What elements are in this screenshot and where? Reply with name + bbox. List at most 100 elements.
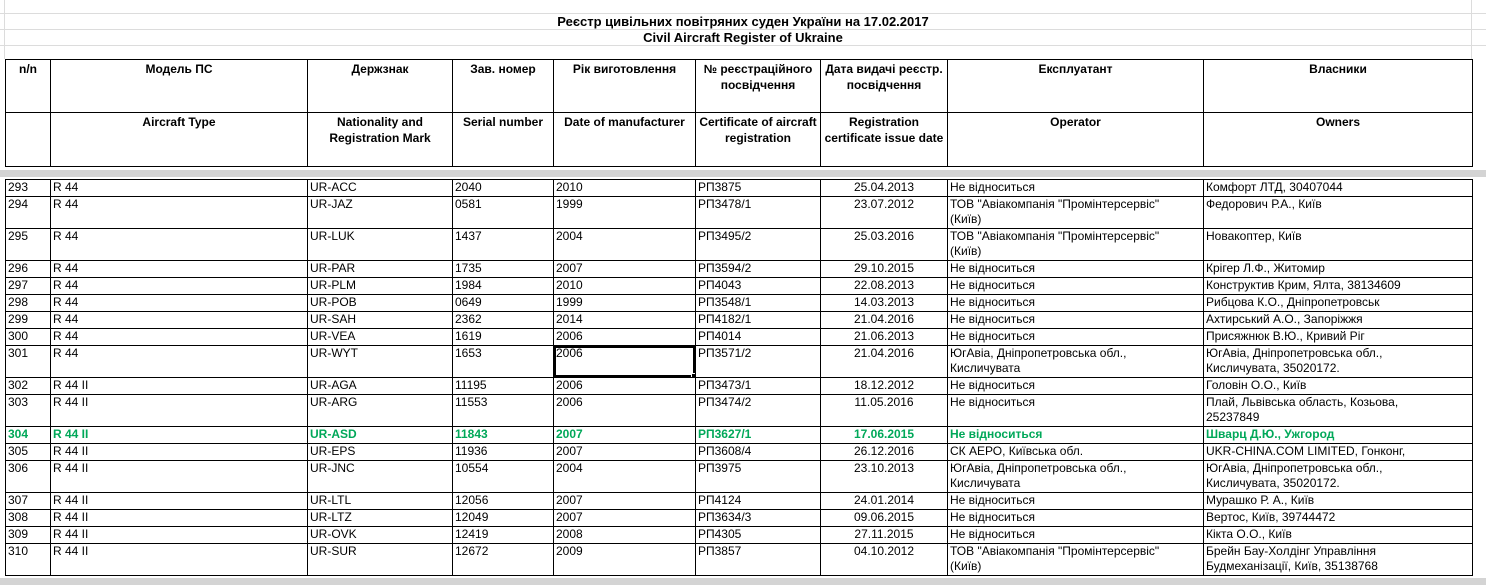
cell-date[interactable]: 22.08.2013 — [820, 277, 948, 295]
cell-operator[interactable]: Не відноситься — [947, 394, 1204, 427]
cell-operator[interactable]: Не відноситься — [947, 509, 1204, 527]
cell-model[interactable]: R 44 — [50, 294, 308, 312]
cell-operator[interactable]: ЮгАвіа, Дніпропетровська обл., Кисличува… — [947, 345, 1204, 378]
cell-owner[interactable]: UKR-CHINA.COM LIMITED, Гонконг, — [1203, 443, 1473, 461]
cell-operator[interactable]: Не відноситься — [947, 526, 1204, 544]
cell-year[interactable]: 2010 — [553, 277, 696, 295]
cell-mark[interactable]: UR-PLM — [307, 277, 453, 295]
cell-model[interactable]: R 44 II — [50, 426, 308, 444]
cell-year[interactable]: 2006 — [553, 328, 696, 346]
cell-num[interactable]: 305 — [5, 443, 51, 461]
cell-serial[interactable]: 11843 — [452, 426, 554, 444]
cell-date[interactable]: 27.11.2015 — [820, 526, 948, 544]
cell-operator[interactable]: ТОВ "Авіакомпанія "Промінтерсервіс" (Киї… — [947, 228, 1204, 261]
col-header-cert-uk[interactable]: № реєстраційного посвідчення — [695, 59, 821, 113]
cell-year[interactable]: 2007 — [553, 443, 696, 461]
cell-date[interactable]: 26.12.2016 — [820, 443, 948, 461]
cell-owner[interactable]: Комфорт ЛТД, 30407044 — [1203, 179, 1473, 197]
cell-operator[interactable]: Не відноситься — [947, 492, 1204, 510]
cell-serial[interactable]: 12419 — [452, 526, 554, 544]
cell-model[interactable]: R 44 II — [50, 460, 308, 493]
cell-cert[interactable]: РП4014 — [695, 328, 821, 346]
cell-owner[interactable]: ЮгАвіа, Дніпропетровська обл., Кисличува… — [1203, 345, 1473, 378]
cell-serial[interactable]: 12056 — [452, 492, 554, 510]
col-header-model-uk[interactable]: Модель ПС — [50, 59, 308, 113]
cell-year[interactable]: 2014 — [553, 311, 696, 329]
cell-num[interactable]: 297 — [5, 277, 51, 295]
cell-owner[interactable]: Крігер Л.Ф., Житомир — [1203, 260, 1473, 278]
cell-serial[interactable]: 1619 — [452, 328, 554, 346]
cell-mark[interactable]: UR-LUK — [307, 228, 453, 261]
cell-year[interactable]: 2004 — [553, 228, 696, 261]
cell-operator[interactable]: Не відноситься — [947, 426, 1204, 444]
cell-year[interactable]: 2010 — [553, 179, 696, 197]
cell-num[interactable]: 302 — [5, 377, 51, 395]
cell-operator[interactable]: Не відноситься — [947, 277, 1204, 295]
cell-operator[interactable]: СК АЕРО, Київська обл. — [947, 443, 1204, 461]
cell-year[interactable]: 2006 — [553, 377, 696, 395]
cell-year[interactable]: 2007 — [553, 492, 696, 510]
cell-owner[interactable]: ЮгАвіа, Дніпропетровська обл., Кисличува… — [1203, 460, 1473, 493]
cell-cert[interactable]: РП3473/1 — [695, 377, 821, 395]
cell-year[interactable]: 1999 — [553, 294, 696, 312]
cell-date[interactable]: 25.03.2016 — [820, 228, 948, 261]
cell-owner[interactable]: Плай, Львівська область, Козьова, 252378… — [1203, 394, 1473, 427]
cell-operator[interactable]: Не відноситься — [947, 294, 1204, 312]
cell-date[interactable]: 25.04.2013 — [820, 179, 948, 197]
cell-owner[interactable]: Брейн Бау-Холдінг Управління Будмеханіза… — [1203, 543, 1473, 576]
cell-model[interactable]: R 44 II — [50, 492, 308, 510]
cell-num[interactable]: 306 — [5, 460, 51, 493]
cell-year[interactable]: 2006 — [553, 394, 696, 427]
cell-date[interactable]: 21.04.2016 — [820, 311, 948, 329]
cell-model[interactable]: R 44 — [50, 311, 308, 329]
cell-owner[interactable]: Федорович Р.А., Київ — [1203, 196, 1473, 229]
cell-date[interactable]: 09.06.2015 — [820, 509, 948, 527]
cell-cert[interactable]: РП3571/2 — [695, 345, 821, 378]
cell-operator[interactable]: ТОВ "Авіакомпанія "Промінтерсервіс" (Киї… — [947, 543, 1204, 576]
cell-cert[interactable]: РП3548/1 — [695, 294, 821, 312]
cell-num[interactable]: 303 — [5, 394, 51, 427]
cell-serial[interactable]: 12049 — [452, 509, 554, 527]
cell-owner[interactable]: Головін О.О., Київ — [1203, 377, 1473, 395]
cell-model[interactable]: R 44 — [50, 345, 308, 378]
cell-mark[interactable]: UR-ACC — [307, 179, 453, 197]
cell-cert[interactable]: РП4182/1 — [695, 311, 821, 329]
cell-cert[interactable]: РП3875 — [695, 179, 821, 197]
cell-operator[interactable]: Не відноситься — [947, 377, 1204, 395]
cell-serial[interactable]: 1735 — [452, 260, 554, 278]
cell-date[interactable]: 11.05.2016 — [820, 394, 948, 427]
cell-date[interactable]: 29.10.2015 — [820, 260, 948, 278]
cell-serial[interactable]: 2362 — [452, 311, 554, 329]
col-header-num-uk[interactable]: n/n — [5, 59, 51, 113]
cell-mark[interactable]: UR-LTZ — [307, 509, 453, 527]
cell-mark[interactable]: UR-PAR — [307, 260, 453, 278]
cell-operator[interactable]: ТОВ "Авіакомпанія "Промінтерсервіс" (Киї… — [947, 196, 1204, 229]
cell-serial[interactable]: 11936 — [452, 443, 554, 461]
cell-cert[interactable]: РП4124 — [695, 492, 821, 510]
cell-cert[interactable]: РП3975 — [695, 460, 821, 493]
cell-num[interactable]: 304 — [5, 426, 51, 444]
cell-cert[interactable]: РП3634/3 — [695, 509, 821, 527]
cell-cert[interactable]: РП4305 — [695, 526, 821, 544]
cell-mark[interactable]: UR-SUR — [307, 543, 453, 576]
cell-num[interactable]: 307 — [5, 492, 51, 510]
cell-cert[interactable]: РП3857 — [695, 543, 821, 576]
cell-owner[interactable]: Рибцова К.О., Дніпропетровськ — [1203, 294, 1473, 312]
cell-operator[interactable]: Не відноситься — [947, 328, 1204, 346]
cell-year[interactable]: 2007 — [553, 260, 696, 278]
cell-model[interactable]: R 44 — [50, 277, 308, 295]
col-header-year-en[interactable]: Date of manufacturer — [553, 112, 696, 167]
cell-cert[interactable]: РП3594/2 — [695, 260, 821, 278]
cell-mark[interactable]: UR-EPS — [307, 443, 453, 461]
cell-model[interactable]: R 44 — [50, 228, 308, 261]
col-header-model-en[interactable]: Aircraft Type — [50, 112, 308, 167]
col-header-owner-uk[interactable]: Власники — [1203, 59, 1473, 113]
cell-year[interactable]: 2004 — [553, 460, 696, 493]
cell-cert[interactable]: РП3478/1 — [695, 196, 821, 229]
cell-date[interactable]: 18.12.2012 — [820, 377, 948, 395]
col-header-operator-en[interactable]: Operator — [947, 112, 1204, 167]
cell-date[interactable]: 24.01.2014 — [820, 492, 948, 510]
cell-mark[interactable]: UR-JAZ — [307, 196, 453, 229]
cell-num[interactable]: 308 — [5, 509, 51, 527]
cell-num[interactable]: 300 — [5, 328, 51, 346]
